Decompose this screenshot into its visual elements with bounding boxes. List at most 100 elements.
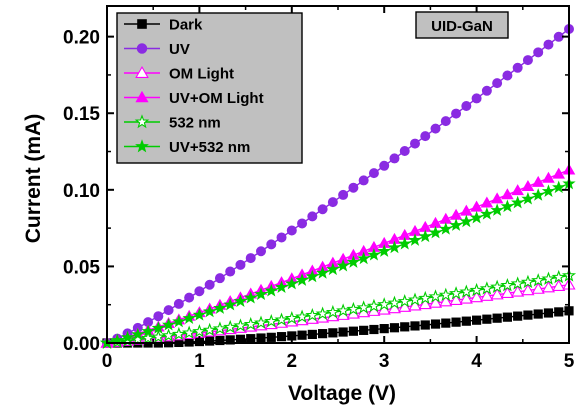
data-point	[523, 310, 533, 320]
sample-annotation: UID-GaN	[431, 18, 493, 35]
data-point	[215, 335, 225, 346]
data-point	[173, 298, 184, 309]
data-point	[225, 266, 236, 277]
series-uv-532-nm	[100, 176, 576, 349]
data-point	[297, 330, 307, 340]
data-point	[255, 246, 266, 257]
data-point	[479, 281, 494, 295]
data-point	[410, 321, 420, 331]
data-point	[276, 332, 287, 342]
data-point	[297, 218, 308, 229]
x-tick-label: 0	[102, 351, 113, 372]
legend-entry: UV+532 nm	[124, 139, 250, 156]
data-point	[348, 182, 359, 193]
data-point	[366, 298, 381, 313]
legend-box	[116, 12, 303, 164]
data-point	[315, 266, 330, 279]
data-point	[235, 259, 246, 270]
x-axis-title: Voltage (V)	[288, 382, 396, 405]
data-point	[284, 310, 299, 325]
data-point	[204, 279, 215, 290]
data-point	[461, 316, 471, 326]
data-point	[276, 232, 287, 243]
legend-marker	[134, 114, 150, 129]
data-point	[397, 294, 412, 308]
legend-entry: OM Light	[124, 66, 234, 83]
data-point	[543, 308, 554, 318]
annotation-layer: UID-GaN	[415, 11, 509, 39]
legend-label: OM Light	[169, 66, 234, 83]
data-point	[266, 332, 276, 342]
data-point	[389, 153, 400, 164]
data-point	[266, 239, 277, 250]
data-point	[336, 258, 350, 272]
legend-entry: UV	[124, 41, 190, 58]
legend: Dark UV OM Light UV+OM Light 532 nm UV+532 nm	[116, 12, 303, 164]
data-point	[338, 327, 348, 337]
data-point	[511, 184, 524, 196]
data-point	[141, 330, 156, 345]
x-tick-label: 2	[287, 351, 298, 372]
data-point	[511, 285, 525, 297]
legend-marker	[137, 19, 147, 29]
data-point	[459, 214, 473, 228]
data-point	[449, 218, 463, 231]
data-point	[451, 317, 461, 327]
legend-marker	[135, 66, 149, 78]
data-point	[367, 247, 381, 261]
legend-label: 532 nm	[169, 115, 221, 132]
x-tick-label: 5	[564, 351, 575, 372]
data-point	[131, 327, 145, 341]
data-point	[192, 308, 207, 321]
legend-entry: UV+OM Light	[124, 90, 264, 107]
data-point	[553, 31, 564, 42]
data-point	[408, 233, 422, 246]
data-point	[141, 324, 155, 337]
data-point	[521, 180, 535, 192]
data-point	[130, 332, 145, 346]
data-point	[256, 333, 266, 343]
data-point	[274, 312, 289, 326]
data-point	[460, 204, 473, 216]
data-point	[400, 322, 410, 332]
data-point	[379, 324, 389, 334]
data-point	[357, 251, 371, 265]
data-point	[171, 326, 186, 341]
data-point	[409, 138, 420, 149]
data-point	[244, 290, 258, 304]
data-point	[542, 171, 555, 183]
data-point	[223, 297, 237, 311]
data-point	[531, 188, 545, 201]
data-point	[449, 208, 463, 220]
data-point	[531, 273, 546, 287]
data-point	[430, 319, 441, 329]
data-point	[490, 203, 504, 216]
data-point	[440, 116, 451, 127]
series-layer	[99, 23, 577, 349]
data-point	[317, 204, 328, 215]
data-point	[500, 199, 515, 213]
data-point	[246, 334, 256, 344]
data-point	[482, 314, 492, 324]
data-point	[172, 314, 186, 328]
series-uv	[102, 23, 575, 348]
data-point	[500, 286, 514, 299]
data-point	[407, 292, 423, 306]
y-tick-label: 0.10	[63, 181, 100, 202]
data-point	[295, 309, 310, 323]
data-point	[213, 301, 227, 314]
data-point	[492, 313, 502, 323]
data-point	[305, 307, 320, 322]
data-point	[225, 335, 235, 345]
data-point	[441, 318, 451, 328]
data-point	[328, 328, 338, 338]
data-point	[430, 123, 441, 134]
data-point	[501, 188, 514, 200]
data-point	[492, 78, 503, 89]
data-point	[182, 325, 197, 339]
data-point	[470, 200, 483, 212]
data-point	[264, 313, 279, 328]
data-point	[326, 262, 340, 276]
data-point	[438, 287, 453, 302]
data-point	[531, 175, 545, 187]
